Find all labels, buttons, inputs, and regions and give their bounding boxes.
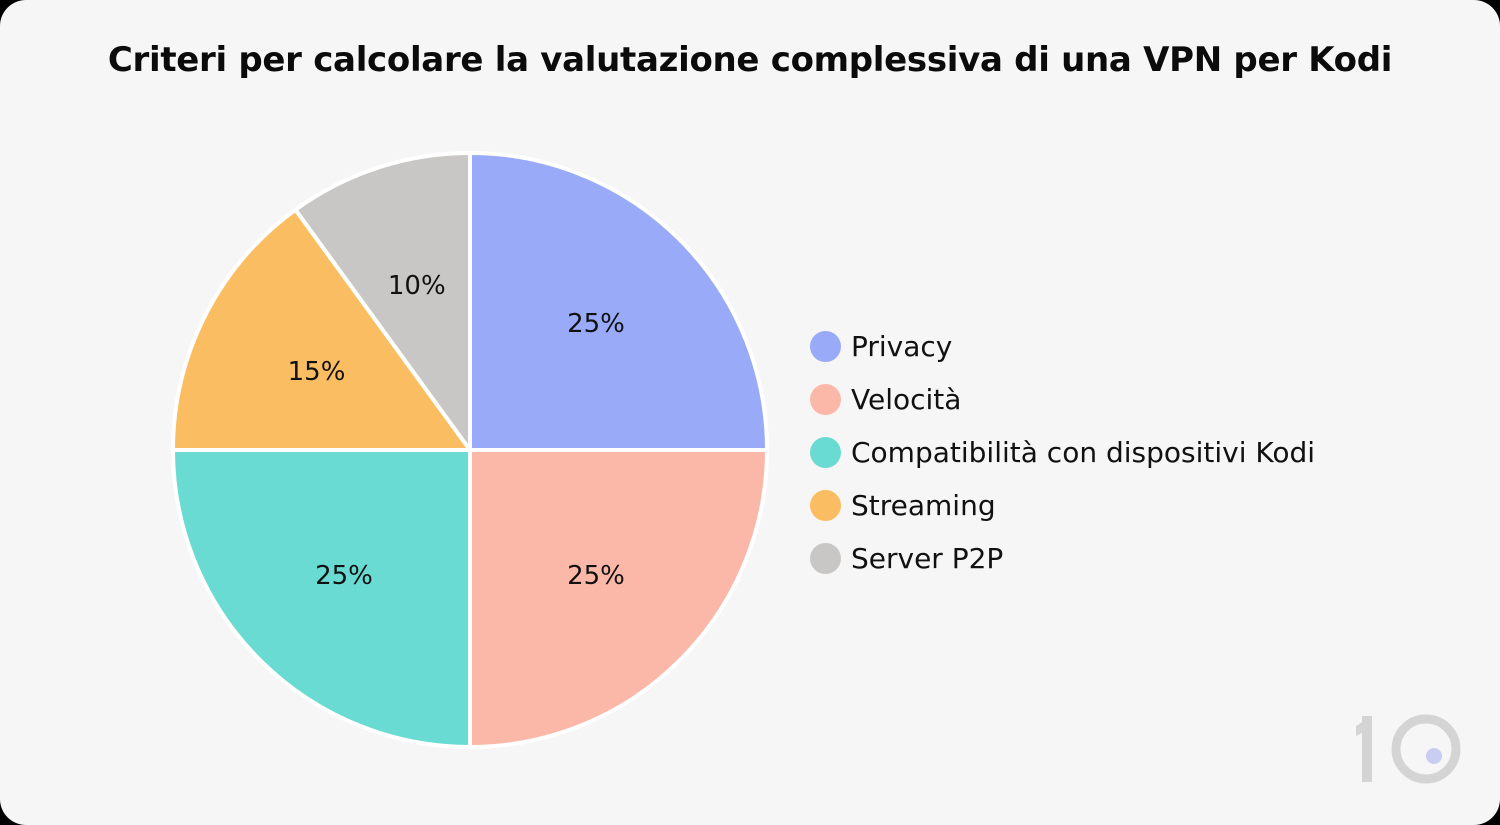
legend-item-server-p2p: Server P2P	[810, 532, 1315, 585]
pie-slice-velocita	[468, 448, 769, 749]
legend-swatch	[810, 490, 841, 521]
chart-title: Criteri per calcolare la valutazione com…	[107, 40, 1393, 80]
legend-label: Streaming	[851, 489, 996, 522]
legend-item-privacy: Privacy	[810, 320, 1315, 373]
legend-swatch	[810, 543, 841, 574]
legend-label: Privacy	[851, 330, 953, 363]
legend-swatch	[810, 384, 841, 415]
ten-logo-icon	[1356, 714, 1461, 784]
legend-label: Compatibilità con dispositivi Kodi	[851, 436, 1316, 469]
pie-slices	[171, 151, 769, 749]
chart-legend: Privacy Velocità Compatibilità con disposi…	[810, 320, 1315, 585]
slice-label-server-p2p: 10%	[388, 271, 446, 301]
pie-slice-streaming	[171, 207, 472, 452]
legend-label: Velocità	[851, 383, 962, 416]
slice-label-compatibilita-con-dispositivi-kodi: 25%	[315, 561, 373, 591]
legend-label: Server P2P	[851, 542, 1004, 575]
pie-slice-server-p2p	[293, 151, 472, 452]
slice-label-privacy: 25%	[567, 309, 625, 339]
legend-item-compatibilita-con-dispositivi-kodi: Compatibilità con dispositivi Kodi	[810, 426, 1315, 479]
legend-swatch	[810, 331, 841, 362]
pie-slice-privacy	[468, 151, 769, 452]
slice-label-streaming: 15%	[288, 357, 346, 387]
pie-labels: 25% 25% 25% 15% 10%	[288, 271, 625, 591]
legend-item-streaming: Streaming	[810, 479, 1315, 532]
legend-item-velocita: Velocità	[810, 373, 1315, 426]
slice-label-velocita: 25%	[567, 561, 625, 591]
pie-slice-compatibilita-con-dispositivi-kodi	[171, 448, 472, 749]
legend-swatch	[810, 437, 841, 468]
